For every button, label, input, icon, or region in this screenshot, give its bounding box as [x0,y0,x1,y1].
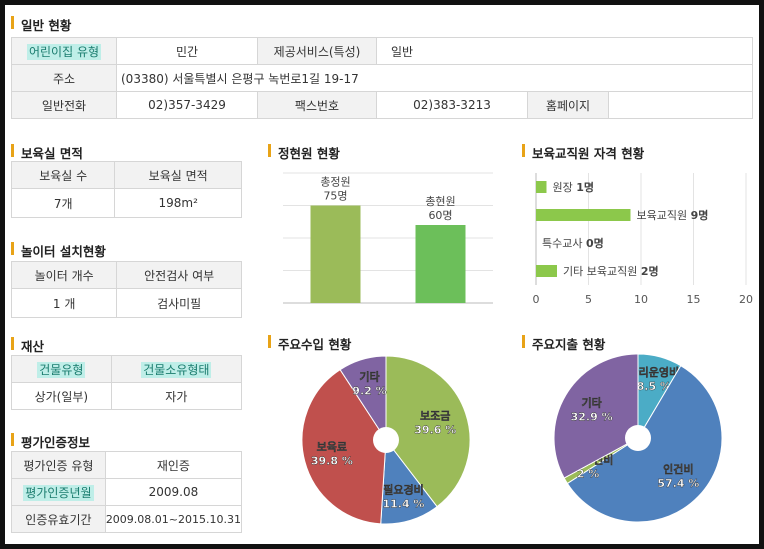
addr-value: (03380) 서울특별시 은평구 녹번로1길 19-17 [116,64,753,92]
ownership-value: 자가 [110,382,243,410]
bar-label: 60명 [428,209,452,222]
slice-label: 관리운영비 [629,365,680,379]
building-type-value: 상가(일부) [11,382,112,410]
pie-slice [385,355,471,508]
evaluation-table: 평가인증 유형 재인증 평가인증년월 2009.08 인증유효기간 2009.08.0… [11,451,243,533]
eval-type-label: 평가인증 유형 [11,451,106,479]
property-title: 재산 [11,336,44,355]
room-area-label: 보육실 면적 [114,161,242,189]
bar [415,225,466,303]
general-table: 어린이집 유형 민간 제공서비스(특성) 일반 주소 (03380) 서울특별시… [11,37,753,119]
safety-check-value: 검사미필 [116,288,242,318]
type-value: 민간 [116,37,258,65]
staff-chart-title: 보육교직원 자격 현황 [522,143,644,162]
eval-period-value: 2009.08.01~2015.10.31 [104,505,243,533]
type-label[interactable]: 어린이집 유형 [26,43,102,60]
pie-hole [625,425,651,451]
playground-count-label: 놀이터 개수 [10,261,118,289]
evaluation-title: 평가인증정보 [11,432,90,451]
room-area-value: 198m² [114,188,242,218]
phone-label: 일반전화 [11,91,117,119]
room-count-label: 보육실 수 [10,161,116,189]
bar [536,265,557,277]
room-count-value: 7개 [10,188,116,218]
ownership-label[interactable]: 건물소유형태 [141,361,212,378]
room-table: 보육실 수 보육실 면적 7개 198m² [10,161,242,218]
page-frame: 일반 현황 어린이집 유형 민간 제공서비스(특성) 일반 주소 (03380)… [5,5,759,544]
bar [310,205,361,303]
slice-label: 11.4 % [382,497,424,510]
bar-label: 원장 1명 [553,180,595,194]
slice-label: 57.4 % [657,477,699,490]
bar [536,209,631,221]
slice-label: 39.8 % [311,454,353,467]
phone-value: 02)357-3429 [116,91,258,119]
slice-label: 기타 [359,369,380,383]
slice-label: 기타 [581,395,602,409]
slice-label: 32.9 % [571,410,613,423]
room-title: 보육실 면적 [11,143,83,162]
income-chart-title: 주요수입 현황 [268,334,351,353]
pie-slice [339,355,387,442]
general-title: 일반 현황 [11,15,71,34]
service-value: 일반 [376,37,753,65]
bar [536,181,547,193]
slice-label: 인건비 [663,462,693,476]
homepage-label: 홈페이지 [527,91,609,119]
pie-hole [373,427,399,453]
enrollment-chart-title: 정현원 현황 [268,143,340,162]
bar-label: 총현원 [425,195,455,208]
fax-label: 팩스번호 [257,91,377,119]
bar-label: 특수교사 0명 [542,236,604,250]
bar-label: 75명 [323,190,347,203]
homepage-value[interactable] [608,91,753,119]
playground-table: 놀이터 개수 안전검사 여부 1 개 검사미필 [10,261,242,318]
bar-label: 보육교직원 9명 [637,208,709,222]
fax-value: 02)383-3213 [376,91,528,119]
bar-label: 기타 보육교직원 2명 [563,264,659,278]
pie-slice [553,353,639,479]
safety-check-label: 안전검사 여부 [116,261,242,289]
eval-period-label: 인증유효기간 [11,505,106,533]
slice-label: 39.6 % [414,423,456,436]
eval-type-value: 재인증 [104,451,243,479]
expense-chart-title: 주요지출 현황 [522,334,605,353]
slice-label: 8.5 % [637,380,671,393]
property-table: 건물유형 건물소유형태 상가(일부) 자가 [11,355,243,410]
slice-label: 보조금 [420,409,450,422]
x-tick-label: 5 [585,293,592,306]
playground-count-value: 1 개 [10,288,118,318]
slice-label: 9.2 % [352,384,386,397]
slice-label: 보육료 [317,440,347,453]
slice-label: 필요경비 [383,482,423,496]
building-type-label[interactable]: 건물유형 [37,361,86,378]
x-tick-label: 10 [634,293,648,306]
slice-label: 2 % [577,468,600,481]
eval-date-label[interactable]: 평가인증년월 [23,484,94,501]
eval-date-value: 2009.08 [104,478,243,506]
addr-label: 주소 [11,64,117,92]
service-label: 제공서비스(특성) [257,37,377,65]
x-tick-label: 15 [687,293,701,306]
x-tick-label: 20 [739,293,753,306]
bar-label: 총정원 [320,176,350,189]
playground-title: 놀이터 설치현황 [11,241,106,260]
x-tick-label: 0 [533,293,540,306]
